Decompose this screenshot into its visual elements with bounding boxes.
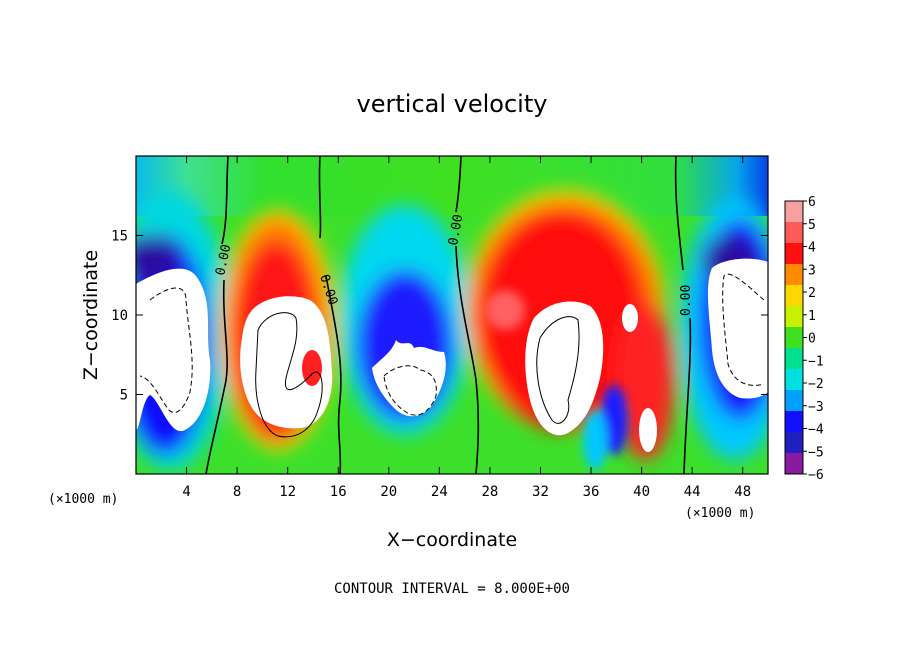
- upper-band: [136, 156, 768, 216]
- y-axis-unit: (×1000 m): [48, 492, 118, 507]
- colorbar-tick-label: 6: [808, 195, 816, 210]
- colorbar-tick-label: 3: [808, 263, 816, 278]
- dashed-contour-2: [383, 365, 437, 416]
- colorbar-swatch: [785, 306, 803, 328]
- colorbar-tick-label: 2: [808, 286, 816, 301]
- colorbar-swatch: [785, 327, 803, 349]
- colorbar-tick-label: −6: [808, 468, 824, 483]
- x-tick-label: 32: [532, 484, 549, 500]
- colorbar-swatch: [785, 264, 803, 286]
- updraft-1-red-spot: [302, 350, 322, 386]
- inner-contours: [255, 312, 580, 438]
- x-tick-label: 24: [431, 484, 448, 500]
- contour-label-1: 0.00: [213, 243, 234, 277]
- chart-title: vertical velocity: [357, 90, 548, 118]
- colorbar-swatch: [785, 411, 803, 433]
- x-tick-label: 4: [182, 484, 190, 500]
- colorbar: 6 5 4 3 2 1 0 −1 −2 −3 −4 −5 −6: [784, 195, 824, 483]
- left-white-core: [136, 268, 211, 432]
- x-tick-label: 40: [633, 484, 650, 500]
- updraft-3-red: [615, 300, 675, 460]
- contour-label-4: 0.00: [679, 285, 694, 316]
- x-tick-label: 8: [233, 484, 241, 500]
- small-cyan-cell: [583, 410, 607, 470]
- y-axis-label: Z−coordinate: [80, 250, 102, 380]
- x-tick-label: 48: [734, 484, 751, 500]
- colorbar-swatch: [785, 285, 803, 307]
- x-tick-label: 44: [684, 484, 701, 500]
- colorbar-tick-label: −5: [808, 445, 824, 460]
- contour-line-4: [674, 156, 692, 474]
- small-blue-cell: [600, 385, 628, 455]
- x-axis-unit: (×1000 m): [685, 506, 755, 521]
- colorbar-tick-label: 5: [808, 218, 816, 233]
- contour-interval-note: CONTOUR INTERVAL = 8.000E+00: [334, 581, 570, 597]
- white-cell-b: [639, 408, 657, 452]
- zero-contours: [205, 156, 692, 474]
- x-tick-label: 36: [583, 484, 600, 500]
- dashed-contour-1: [139, 287, 193, 413]
- white-cell-a: [622, 304, 638, 332]
- colorbar-swatch: [785, 390, 803, 412]
- colorbar-swatch: [785, 222, 803, 244]
- x-tick-label: 28: [481, 484, 498, 500]
- colorbar-swatch: [785, 369, 803, 391]
- colorbar-swatch: [785, 348, 803, 370]
- contour-label-3: 0.00: [446, 213, 466, 246]
- colorbar-swatch: [785, 201, 803, 223]
- updraft-2-pink: [485, 290, 525, 330]
- updraft-1-white-core: [240, 296, 333, 429]
- colorbar-tick-label: −4: [808, 423, 824, 438]
- x-tick-label: 16: [330, 484, 347, 500]
- y-tick-label: 5: [120, 388, 128, 404]
- colorbar-swatch: [785, 453, 803, 475]
- contour-line-2: [318, 156, 342, 474]
- colorbar-tick-label: −2: [808, 377, 824, 392]
- center-white-core: [372, 340, 446, 417]
- plot-area: 0.00 0.00 0.00 0.00: [136, 156, 768, 474]
- contour-line-3: [455, 156, 480, 474]
- colorbar-swatch: [785, 432, 803, 454]
- contour-line-1: [205, 156, 229, 474]
- colorbar-tick-label: 4: [808, 241, 816, 256]
- colorbar-swatch: [785, 243, 803, 265]
- y-tick-label: 15: [111, 229, 128, 245]
- x-tick-label: 12: [279, 484, 296, 500]
- x-axis-label: X−coordinate: [387, 529, 517, 551]
- colorbar-tick-label: 0: [808, 332, 816, 347]
- dashed-contours: [139, 273, 765, 416]
- inner-contour-2: [536, 316, 580, 424]
- y-tick-label: 10: [111, 308, 128, 324]
- x-axis-ticks: 4 8 12 16 20 24 28 32 36 40 44 48: [182, 156, 751, 500]
- updraft-2-white-core: [525, 301, 604, 436]
- y-axis-ticks: 5 10 15: [111, 229, 768, 404]
- colorbar-tick-label: −1: [808, 354, 824, 369]
- dashed-contour-3: [722, 273, 765, 386]
- colorbar-tick-label: −3: [808, 400, 824, 415]
- colorbar-tick-label: 1: [808, 309, 816, 324]
- x-tick-label: 20: [380, 484, 397, 500]
- inner-contour-1: [255, 312, 323, 438]
- contour-labels: 0.00 0.00 0.00 0.00: [213, 213, 694, 316]
